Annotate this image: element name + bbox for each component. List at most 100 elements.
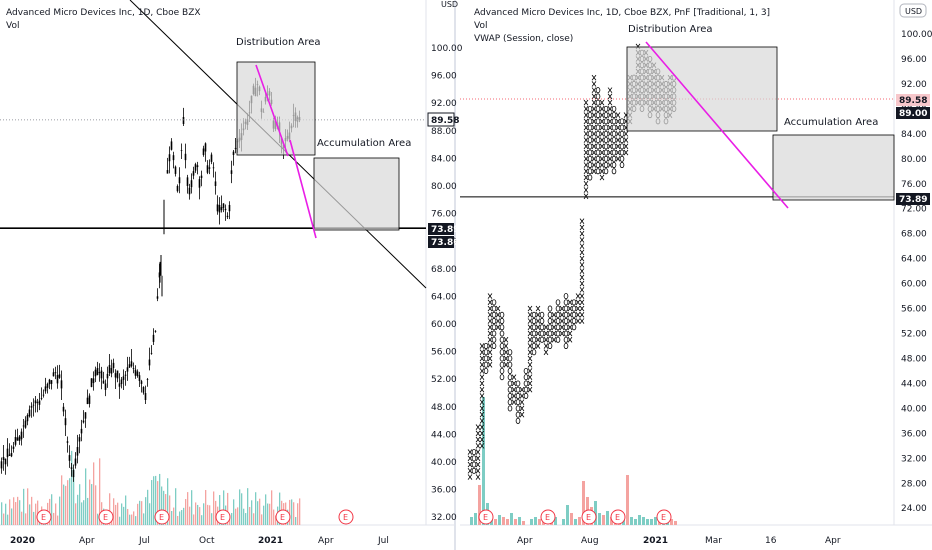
right-y-tick: 80.00 xyxy=(901,155,927,165)
candle-body xyxy=(84,412,87,419)
pnf-o-box xyxy=(563,311,569,318)
right-x-tick: Aug xyxy=(581,536,599,546)
pnf-x-box xyxy=(511,386,517,393)
pnf-o-box xyxy=(547,305,553,312)
pnf-o-box xyxy=(515,399,521,406)
candle-body xyxy=(106,373,109,379)
candle-body xyxy=(220,207,223,211)
pnf-o-box xyxy=(531,336,537,343)
volume-bar xyxy=(594,501,597,525)
candle-body xyxy=(104,383,107,390)
pnf-x-box xyxy=(495,324,501,331)
volume-bar xyxy=(67,480,69,525)
candle-body xyxy=(194,164,197,171)
volume-bar xyxy=(470,517,473,525)
pnf-x-box xyxy=(599,143,605,150)
pnf-x-box xyxy=(475,424,481,430)
right-chart-title: Advanced Micro Devices Inc, 1D, Cboe BZX… xyxy=(474,8,770,18)
volume-bar xyxy=(185,499,187,525)
volume-bar xyxy=(474,513,477,525)
pnf-o-box xyxy=(507,355,513,362)
pnf-x-box xyxy=(475,430,481,437)
pnf-o-box xyxy=(471,467,477,474)
candle-body xyxy=(0,461,3,469)
right-x-tick: Apr xyxy=(825,536,841,546)
pnf-x-box xyxy=(551,311,557,318)
pnf-o-box xyxy=(555,299,561,306)
pnf-o-box xyxy=(611,124,617,131)
pnf-x-box xyxy=(527,330,533,337)
volume-bar xyxy=(171,510,173,525)
pnf-x-box xyxy=(475,467,481,474)
volume-bar xyxy=(55,503,57,525)
pnf-x-box xyxy=(479,361,485,368)
volume-bar xyxy=(227,492,229,525)
pnf-o-box xyxy=(571,311,577,318)
candle-body xyxy=(156,296,159,299)
volume-bar xyxy=(279,492,281,525)
pnf-o-box xyxy=(587,149,593,156)
volume-bar xyxy=(125,495,127,525)
earnings-marker-label: E xyxy=(41,513,46,522)
volume-bar xyxy=(21,511,23,525)
pnf-o-box xyxy=(603,162,609,169)
pnf-x-box xyxy=(567,305,573,312)
pnf-x-box xyxy=(487,324,493,331)
pnf-o-box xyxy=(523,386,529,393)
candle-body xyxy=(170,141,173,150)
pnf-o-box xyxy=(491,311,497,318)
pnf-o-box xyxy=(563,330,569,337)
right-y-tick: 100.00 xyxy=(901,30,932,40)
pnf-x-box xyxy=(607,149,613,156)
pnf-x-box xyxy=(583,137,589,143)
volume-bar xyxy=(187,492,189,525)
pnf-x-box xyxy=(527,374,533,381)
volume-bar xyxy=(233,499,235,525)
candle-body xyxy=(146,379,149,380)
volume-bar xyxy=(87,497,89,525)
volume-bar xyxy=(271,490,273,525)
volume-bar xyxy=(69,478,71,525)
pnf-o-box xyxy=(491,336,497,343)
left-chart[interactable]: 100.0096.0092.0088.0084.0080.0076.0072.0… xyxy=(0,0,463,546)
candle-body xyxy=(180,150,183,151)
pnf-o-box xyxy=(563,342,569,349)
pnf-x-box xyxy=(543,336,549,343)
pnf-o-box xyxy=(619,143,625,150)
pnf-x-box xyxy=(503,355,509,362)
candle-body xyxy=(64,418,67,426)
pnf-o-box xyxy=(523,367,529,374)
left-y-tick: 68.00 xyxy=(431,265,457,275)
candle-body xyxy=(76,447,79,456)
volume-bar xyxy=(295,516,297,525)
pnf-x-box xyxy=(591,168,597,175)
pnf-o-box xyxy=(611,112,617,119)
right-currency-badge[interactable] xyxy=(899,3,927,18)
pnf-x-box xyxy=(599,118,605,125)
earnings-marker xyxy=(154,509,170,525)
candle-body xyxy=(16,437,19,441)
pnf-x-box xyxy=(479,343,485,349)
volume-bar xyxy=(81,502,83,525)
right-chart[interactable]: 100.0096.0092.0088.0084.0080.0076.0072.0… xyxy=(460,30,932,546)
pnf-o-box xyxy=(499,311,505,318)
pnf-x-box xyxy=(591,124,597,131)
volume-bar xyxy=(237,507,239,525)
volume-bar xyxy=(249,506,251,525)
volume-bar xyxy=(538,519,541,525)
volume-bar xyxy=(498,515,501,525)
pnf-x-box xyxy=(607,143,613,150)
pnf-o-box xyxy=(603,149,609,156)
candle-body xyxy=(68,455,71,461)
candle-body xyxy=(28,409,31,417)
left-y-tick: 100.00 xyxy=(431,44,463,54)
volume-bar xyxy=(1,502,3,525)
volume-bar xyxy=(177,515,179,525)
distribution-box xyxy=(236,61,316,156)
volume-bar xyxy=(135,516,137,525)
candle-body xyxy=(10,453,13,457)
candle-body xyxy=(210,154,213,162)
pnf-o-box xyxy=(531,311,537,318)
left-x-tick: 2021 xyxy=(258,536,283,546)
